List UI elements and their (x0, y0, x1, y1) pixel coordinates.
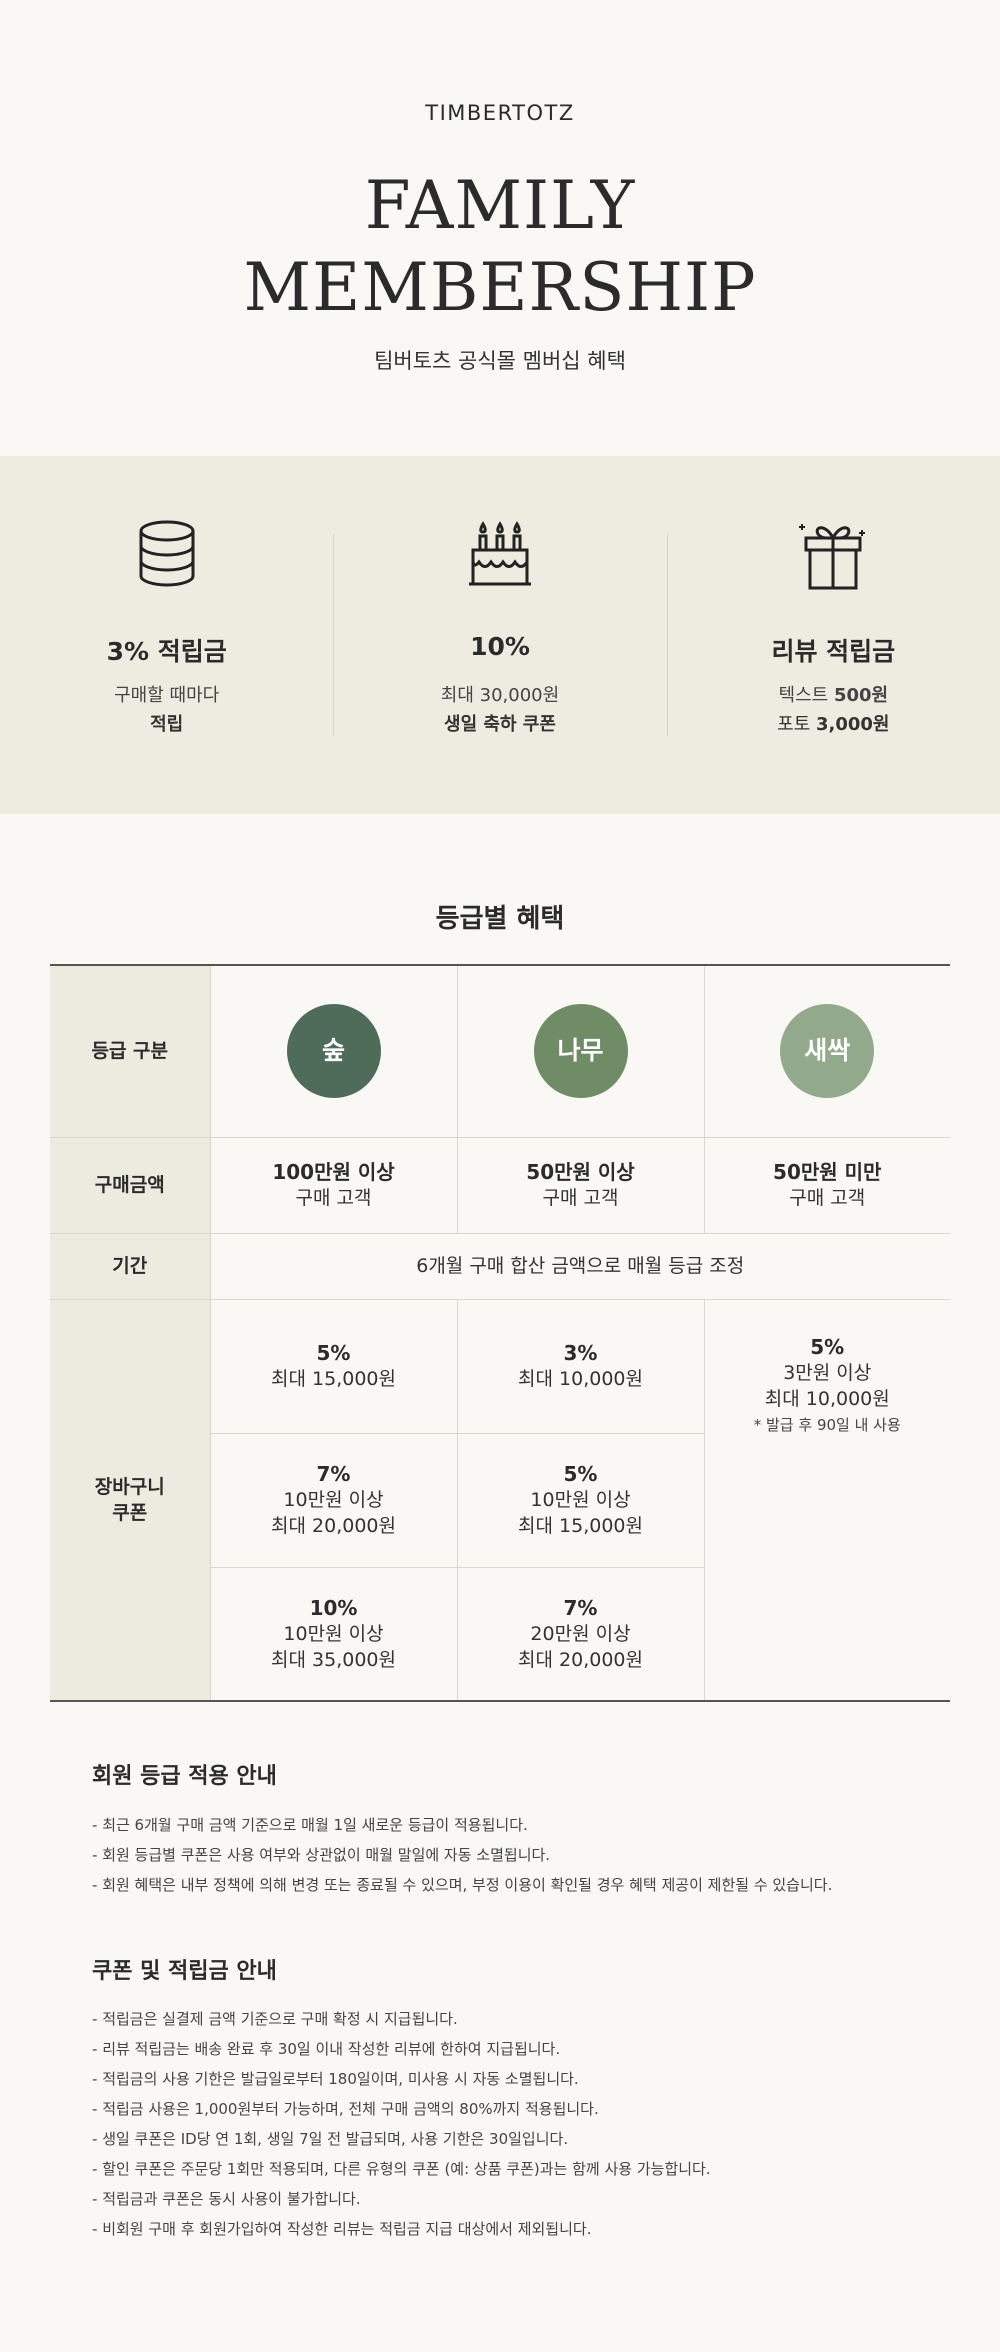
coupon-line: 최대 15,000원 (271, 1368, 396, 1390)
purchase-amount: 100만원 이상 (272, 1160, 395, 1184)
benefit-desc-line1: 구매할 때마다 (114, 685, 220, 706)
hero-title: FAMILY MEMBERSHIP (0, 165, 1000, 329)
coupon-line: 10만원 이상 (283, 1622, 384, 1645)
purchase-sub: 구매 고객 (789, 1187, 866, 1209)
notice-grade-list: 최근 6개월 구매 금액 기준으로 매월 1일 새로운 등급이 적용됩니다. 회… (92, 1810, 952, 1900)
row-label-coupon-line1: 장바구니 (94, 1475, 165, 1498)
purchase-amount: 50만원 이상 (526, 1160, 635, 1184)
benefit-title: 리뷰 적립금 (771, 637, 896, 666)
grade-section-title: 등급별 혜택 (435, 904, 565, 934)
grade-badge-forest: 숲 (286, 1004, 381, 1099)
list-item: 비회원 구매 후 회원가입하여 작성한 리뷰는 적립금 지급 대상에서 제외됩니… (92, 2214, 952, 2244)
notice-coupon-title: 쿠폰 및 적립금 안내 (92, 1959, 277, 1984)
list-item: 리뷰 적립금는 배송 완료 후 30일 이내 작성한 리뷰에 한하여 지급됩니다… (92, 2034, 952, 2064)
list-item: 회원 등급별 쿠폰은 사용 여부와 상관없이 매월 말일에 자동 소멸됩니다. (92, 1840, 952, 1870)
benefit-desc-line1: 최대 30,000원 (440, 685, 560, 706)
hero-title-line1: FAMILY (364, 167, 636, 244)
benefit-desc-line1: 텍스트 500원 (667, 681, 1000, 707)
coupon-pct: 3% (563, 1341, 598, 1365)
grade-badge-sprout: 새싹 (780, 1004, 875, 1099)
coupon-pct: 5% (810, 1334, 845, 1359)
benefit-title: 10% (470, 632, 530, 661)
list-item: 적립금과 쿠폰은 동시 사용이 불가합니다. (92, 2184, 952, 2214)
coupon-pct: 7% (563, 1595, 598, 1620)
coupon-line: 최대 35,000원 (271, 1648, 396, 1671)
purchase-amount: 50만원 미만 (773, 1160, 882, 1184)
benefit-birthday: 10% 최대 30,000원 생일 축하 쿠폰 (333, 456, 666, 814)
list-item: 적립금 사용은 1,000원부터 가능하며, 전체 구매 금액의 80%까지 적… (92, 2094, 952, 2124)
review-text-value: 500원 (833, 685, 889, 706)
review-photo-label: 포토 (777, 714, 816, 735)
benefit-title: 3% 적립금 (106, 637, 227, 666)
list-item: 최근 6개월 구매 금액 기준으로 매월 1일 새로운 등급이 적용됩니다. (92, 1810, 952, 1840)
benefit-review: 리뷰 적립금 텍스트 500원 포토 3,000원 (666, 456, 1000, 814)
gift-box-icon (799, 524, 866, 590)
coupon-pct: 10% (309, 1595, 358, 1620)
coupon-line: 10만원 이상 (530, 1489, 631, 1511)
coupon-line: 최대 20,000원 (518, 1648, 643, 1671)
review-text-label: 텍스트 (778, 685, 834, 706)
coin-stack-icon (139, 520, 195, 587)
coupon-line: 최대 10,000원 (764, 1387, 890, 1410)
list-item: 회원 혜택은 내부 정책에 의해 변경 또는 종료될 수 있으며, 부정 이용이… (92, 1870, 952, 1900)
benefit-desc-line2: 적립 (150, 714, 184, 735)
list-item: 적립금의 사용 기한은 발급일로부터 180일이며, 미사용 시 자동 소멸됩니… (92, 2064, 952, 2094)
row-label-coupon: 장바구니 쿠폰 (50, 1298, 211, 1702)
coupon-sprout: 5% 3만원 이상 최대 10,000원 * 발급 후 90일 내 사용 (703, 1298, 950, 1702)
benefit-points: 3% 적립금 구매할 때마다 적립 (0, 456, 333, 814)
list-item: 적립금은 실결제 금액 기준으로 구매 확정 시 지급됩니다. (92, 2004, 952, 2034)
coupon-line: 최대 10,000원 (518, 1368, 643, 1390)
purchase-sub: 구매 고객 (295, 1187, 372, 1209)
coupon-line: 10만원 이상 (283, 1489, 384, 1511)
coupon-tree-1: 3% 최대 10,000원 (456, 1298, 705, 1434)
list-item: 할인 쿠폰은 주문당 1회만 적용되며, 다른 유형의 쿠폰 (예: 상품 쿠폰… (92, 2154, 952, 2184)
coupon-forest-1: 5% 최대 15,000원 (209, 1298, 458, 1434)
coupon-pct: 7% (316, 1462, 351, 1486)
list-item: 생일 쿠폰은 ID당 연 1회, 생일 7일 전 발급되며, 사용 기한은 30… (92, 2124, 952, 2154)
grade-cell-tree: 나무 (456, 964, 705, 1138)
notice-coupon-list: 적립금은 실결제 금액 기준으로 구매 확정 시 지급됩니다. 리뷰 적립금는 … (92, 2004, 952, 2244)
grade-cell-sprout: 새싹 (703, 964, 950, 1138)
hero-subtitle: 팀버토츠 공식몰 멤버십 혜택 (374, 349, 626, 373)
hero-title-line2: MEMBERSHIP (243, 249, 757, 326)
coupon-pct: 5% (563, 1462, 598, 1486)
coupon-pct: 5% (316, 1341, 351, 1365)
row-label-grade: 등급 구분 (50, 964, 211, 1138)
coupon-line: 최대 20,000원 (271, 1515, 396, 1537)
coupon-line: 3만원 이상 (783, 1361, 872, 1384)
period-text: 6개월 구매 합산 금액으로 매월 등급 조정 (209, 1232, 950, 1300)
benefit-desc-line2: 포토 3,000원 (667, 710, 1000, 736)
row-label-coupon-line2: 쿠폰 (112, 1501, 148, 1524)
row-label-period: 기간 (50, 1232, 211, 1300)
benefits-band: 3% 적립금 구매할 때마다 적립 10% 최대 30,000원 생일 축하 쿠… (0, 456, 1000, 814)
benefit-desc-line2: 생일 축하 쿠폰 (444, 714, 556, 735)
purchase-sub: 구매 고객 (542, 1187, 619, 1209)
coupon-line: 최대 15,000원 (518, 1515, 643, 1537)
grade-cell-forest: 숲 (209, 964, 458, 1138)
row-label-purchase: 구매금액 (50, 1136, 211, 1234)
birthday-cake-icon (468, 521, 531, 586)
brand-name: TIMBERTOTZ (425, 101, 575, 125)
grade-badge-tree: 나무 (533, 1004, 628, 1099)
coupon-note: * 발급 후 90일 내 사용 (753, 1415, 901, 1434)
coupon-line: 20만원 이상 (530, 1622, 631, 1645)
review-photo-value: 3,000원 (815, 714, 890, 735)
notice-grade-title: 회원 등급 적용 안내 (92, 1764, 277, 1789)
